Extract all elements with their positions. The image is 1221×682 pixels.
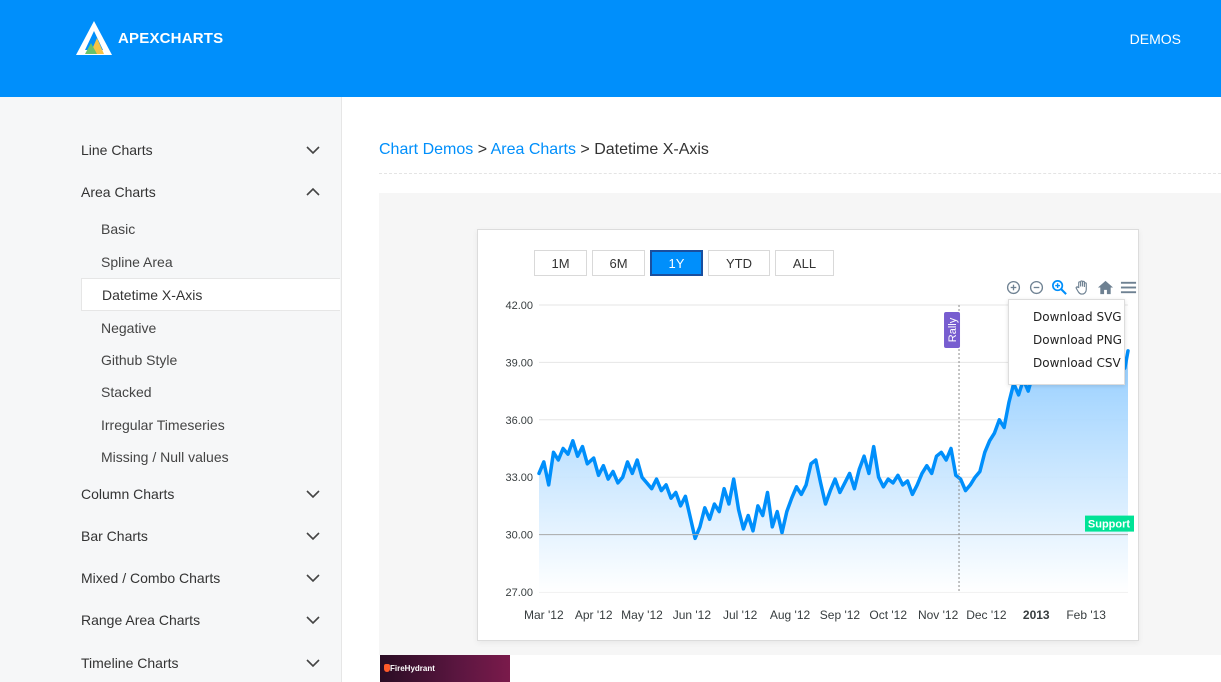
chevron-down-icon	[306, 574, 320, 583]
chevron-up-icon	[306, 187, 320, 196]
brand-name: APEXCHARTS	[118, 29, 224, 47]
reset-home-icon[interactable]	[1096, 278, 1114, 296]
sidebar-subitem-irregular-timeseries[interactable]: Irregular Timeseries	[101, 417, 225, 433]
sidebar-item-label: Area Charts	[81, 184, 156, 200]
sidebar-item-area-charts[interactable]: Area Charts	[81, 180, 321, 204]
support-annotation-badge	[1085, 515, 1134, 532]
y-tick-label: 42.00	[505, 300, 533, 312]
pan-hand-icon[interactable]	[1073, 278, 1091, 296]
sidebar-item-range-area-charts[interactable]: Range Area Charts	[81, 608, 321, 632]
x-tick-label: Oct '12	[869, 608, 907, 622]
sidebar-item-label: Column Charts	[81, 486, 175, 502]
x-tick-label: Nov '12	[918, 608, 959, 622]
sidebar-item-label: Range Area Charts	[81, 612, 201, 628]
sidebar-subitem-datetime-x-axis[interactable]: Datetime X-Axis	[81, 278, 340, 311]
sidebar-item-label: Timeline Charts	[81, 655, 179, 671]
sidebar-subitem-basic[interactable]: Basic	[101, 221, 136, 237]
rally-annotation-label: Rally	[947, 317, 959, 342]
sidebar-item-timeline-charts[interactable]: Timeline Charts	[81, 651, 321, 675]
x-tick-label: Jul '12	[723, 608, 758, 622]
breadcrumb-link-area-charts[interactable]: Area Charts	[490, 141, 576, 158]
breadcrumb-divider	[379, 173, 1221, 174]
sidebar-subitem-missing-null-values[interactable]: Missing / Null values	[101, 449, 229, 465]
breadcrumb-current: Datetime X-Axis	[594, 141, 709, 158]
series-area-fill	[539, 350, 1128, 592]
y-tick-label: 39.00	[505, 357, 533, 369]
breadcrumb-link-chart-demos[interactable]: Chart Demos	[379, 141, 474, 158]
chevron-down-icon	[306, 490, 320, 499]
chevron-down-icon	[306, 616, 320, 625]
menu-icon[interactable]	[1119, 278, 1137, 296]
chart-card: 1M 6M 1Y YTD ALL 42.00 39.00 36.00 33.00 30.…	[477, 229, 1139, 641]
sidebar-item-bar-charts[interactable]: Bar Charts	[81, 524, 321, 548]
range-button-1y[interactable]: 1Y	[650, 250, 703, 276]
y-tick-label: 27.00	[505, 587, 533, 599]
apexcharts-logo-icon	[76, 21, 112, 55]
x-tick-label: Sep '12	[820, 608, 861, 622]
x-tick-label: May '12	[621, 608, 663, 622]
sponsor-name: FireHydrant	[390, 664, 435, 673]
sidebar-subitem-negative[interactable]: Negative	[101, 320, 157, 336]
y-tick-label: 30.00	[505, 530, 533, 542]
menu-item-download-svg[interactable]: Download SVG	[1033, 310, 1122, 324]
area-chart[interactable]: 42.00 39.00 36.00 33.00 30.00 27.00 Support Ral…	[478, 230, 1140, 642]
sidebar-item-mixed-combo-charts[interactable]: Mixed / Combo Charts	[81, 566, 321, 590]
sidebar-item-label: Line Charts	[81, 142, 153, 158]
support-annotation-label: Support	[1088, 519, 1130, 531]
x-tick-label: 2013	[1023, 608, 1050, 622]
breadcrumb-separator: >	[575, 141, 595, 158]
menu-item-download-png[interactable]: Download PNG	[1033, 333, 1122, 347]
x-tick-label: Feb '13	[1066, 608, 1106, 622]
y-tick-label: 33.00	[505, 472, 533, 484]
sidebar-item-column-charts[interactable]: Column Charts	[81, 482, 321, 506]
sidebar-item-label: Mixed / Combo Charts	[81, 570, 221, 586]
breadcrumb-separator: >	[473, 141, 491, 158]
range-button-all[interactable]: ALL	[775, 250, 834, 276]
sidebar-item-label: Bar Charts	[81, 528, 148, 544]
x-tick-label: Mar '12	[524, 608, 564, 622]
breadcrumb: Chart Demos > Area Charts > Datetime X-A…	[379, 141, 709, 159]
apexcharts-logo[interactable]: APEXCHARTS	[74, 20, 223, 56]
export-menu: Download SVG Download PNG Download CSV	[1008, 299, 1125, 385]
chevron-down-icon	[306, 659, 320, 668]
top-header: APEXCHARTS DEMOS	[0, 0, 1221, 97]
firehydrant-logo-icon	[384, 664, 390, 672]
selection-zoom-icon[interactable]	[1050, 278, 1068, 296]
range-button-1m[interactable]: 1M	[534, 250, 587, 276]
x-tick-label: Jun '12	[673, 608, 712, 622]
x-tick-label: Aug '12	[770, 608, 811, 622]
sidebar-subitem-github-style[interactable]: Github Style	[101, 352, 178, 368]
sidebar	[0, 97, 342, 682]
range-button-6m[interactable]: 6M	[592, 250, 645, 276]
chevron-down-icon	[306, 146, 320, 155]
sidebar-subitem-spline-area[interactable]: Spline Area	[101, 254, 173, 270]
zoom-out-icon[interactable]	[1027, 278, 1045, 296]
sidebar-item-line-charts[interactable]: Line Charts	[81, 138, 321, 162]
menu-item-download-csv[interactable]: Download CSV	[1033, 356, 1121, 370]
chart-toolbar	[1004, 278, 1137, 296]
sidebar-subitem-stacked[interactable]: Stacked	[101, 384, 152, 400]
rally-annotation-badge	[944, 312, 961, 348]
zoom-in-icon[interactable]	[1004, 278, 1022, 296]
y-tick-label: 36.00	[505, 415, 533, 427]
range-button-ytd[interactable]: YTD	[708, 250, 770, 276]
chevron-down-icon	[306, 532, 320, 541]
sponsor-banner[interactable]: FireHydrant	[380, 655, 510, 682]
nav-demos-link[interactable]: DEMOS	[1129, 31, 1181, 47]
x-tick-label: Apr '12	[575, 608, 613, 622]
sidebar-subitem-label: Datetime X-Axis	[102, 287, 203, 303]
x-tick-label: Dec '12	[966, 608, 1007, 622]
